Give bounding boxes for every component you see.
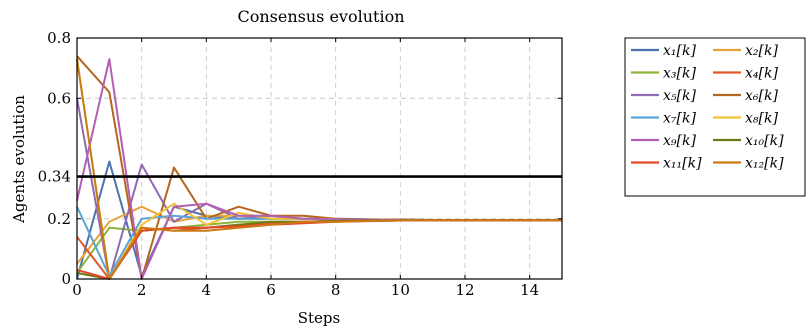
x-tick-label: 4	[202, 281, 212, 299]
x-tick-label: 6	[266, 281, 276, 299]
legend-label-5: x₅[k]	[663, 88, 696, 104]
legend-label-6: x₆[k]	[745, 88, 778, 104]
legend-label-4: x₄[k]	[745, 66, 778, 82]
legend-label-9: x₉[k]	[663, 133, 696, 149]
x-axis-title: Steps	[298, 309, 340, 327]
y-tick-label: 0.2	[47, 210, 71, 228]
legend-label-1: x₁[k]	[663, 43, 696, 59]
x-ticks: 0 2 4 6 8 10 12 14	[72, 38, 539, 299]
x-tick-label: 12	[455, 281, 474, 299]
legend-label-2: x₂[k]	[745, 43, 778, 59]
legend-label-11: x₁₁[k]	[663, 156, 702, 172]
y-tick-label: 0.6	[47, 89, 71, 107]
legend-label-7: x₇[k]	[663, 111, 696, 127]
x-tick-label: 10	[391, 281, 410, 299]
legend: x₁[k] x₂[k] x₃[k] x₄[k] x₅[k] x₆[k] x₇[k] x₈[k]…	[624, 37, 806, 197]
y-ticks: 0 0.2 0.34 0.6 0.8	[38, 29, 562, 288]
plot-area: 0 2 4 6 8 10 12 14 0 0.2 0.34 0.6 0.8	[38, 29, 563, 299]
legend-label-3: x₃[k]	[663, 66, 696, 82]
series-layer	[76, 55, 562, 280]
x-tick-label: 14	[520, 281, 539, 299]
y-axis-title: Agents evolution	[10, 95, 28, 224]
grid-vertical	[141, 38, 531, 279]
x-tick-label: 0	[72, 281, 82, 299]
x-tick-label: 8	[331, 281, 341, 299]
y-tick-label: 0.34	[38, 168, 71, 186]
plot-frame	[76, 37, 563, 280]
chart-title: Consensus evolution	[237, 7, 404, 26]
y-tick-label: 0.8	[47, 29, 71, 47]
legend-label-12: x₁₂[k]	[745, 156, 784, 172]
plot-background	[77, 38, 562, 279]
series-line-12	[76, 58, 562, 280]
legend-label-8: x₈[k]	[745, 111, 778, 127]
x-tick-label: 2	[137, 281, 147, 299]
legend-label-10: x₁₀[k]	[745, 133, 784, 149]
y-tick-label: 0	[61, 270, 71, 288]
